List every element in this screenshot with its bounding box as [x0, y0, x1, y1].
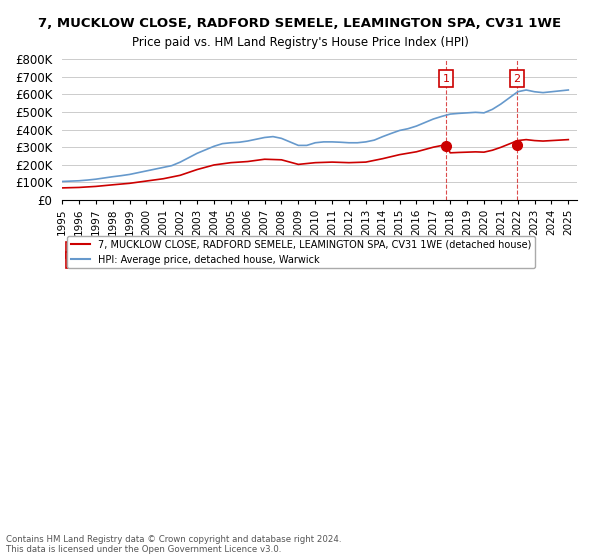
Text: £307,995: £307,995	[227, 245, 277, 255]
Text: 29-SEP-2017: 29-SEP-2017	[103, 245, 170, 255]
Text: 1: 1	[442, 73, 449, 83]
Text: 7, MUCKLOW CLOSE, RADFORD SEMELE, LEAMINGTON SPA, CV31 1WE: 7, MUCKLOW CLOSE, RADFORD SEMELE, LEAMIN…	[38, 17, 562, 30]
Text: Contains HM Land Registry data © Crown copyright and database right 2024.
This d: Contains HM Land Registry data © Crown c…	[6, 535, 341, 554]
Text: Price paid vs. HM Land Registry's House Price Index (HPI): Price paid vs. HM Land Registry's House …	[131, 36, 469, 49]
Text: 45% ↓ HPI: 45% ↓ HPI	[330, 255, 385, 265]
Text: 1: 1	[69, 245, 76, 255]
Text: 2: 2	[69, 255, 76, 265]
Legend: 7, MUCKLOW CLOSE, RADFORD SEMELE, LEAMINGTON SPA, CV31 1WE (detached house), HPI: 7, MUCKLOW CLOSE, RADFORD SEMELE, LEAMIN…	[67, 236, 535, 268]
Text: 2: 2	[514, 73, 521, 83]
Text: 40% ↓ HPI: 40% ↓ HPI	[330, 245, 385, 255]
Text: £310,000: £310,000	[227, 255, 276, 265]
Text: 15-DEC-2021: 15-DEC-2021	[103, 255, 172, 265]
